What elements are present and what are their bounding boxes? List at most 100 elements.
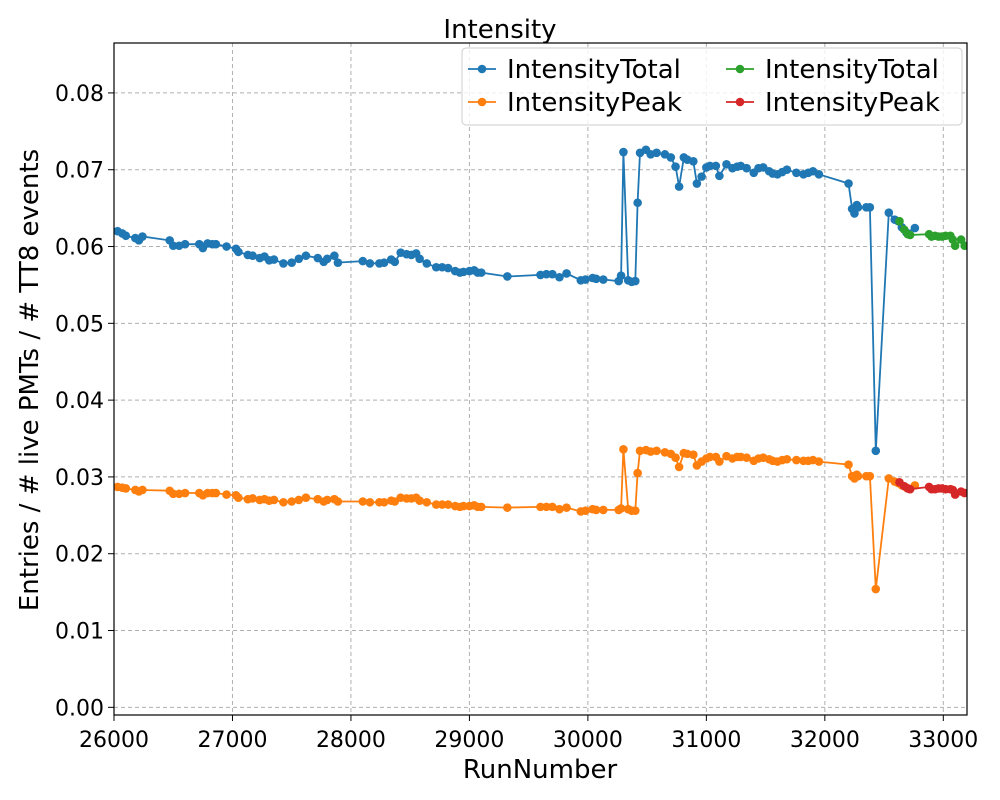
- x-tick-label: 33000: [908, 728, 978, 753]
- data-point: [905, 230, 915, 240]
- data-point: [138, 232, 147, 241]
- x-tick-label: 30000: [553, 728, 623, 753]
- legend-marker: [477, 64, 487, 74]
- x-tick-label: 26000: [79, 728, 149, 753]
- data-point: [333, 258, 343, 267]
- data-point: [705, 161, 715, 171]
- legend-marker: [735, 64, 745, 74]
- data-point: [437, 500, 447, 509]
- data-point: [884, 208, 894, 218]
- y-axis-label: Entries / # live PMTs / # TT8 events: [15, 149, 45, 611]
- data-point: [365, 497, 375, 507]
- data-point: [548, 502, 557, 512]
- data-point: [598, 275, 608, 284]
- data-point: [844, 460, 853, 469]
- x-axis-label: RunNumber: [463, 755, 618, 785]
- plot-frame: [113, 42, 968, 716]
- data-point: [671, 453, 680, 463]
- data-point: [168, 489, 178, 499]
- data-point: [865, 471, 875, 481]
- data-point: [633, 198, 642, 208]
- data-point: [379, 258, 389, 267]
- y-tick-label: 0.06: [55, 236, 104, 261]
- data-point: [630, 506, 640, 516]
- y-tick-label: 0.00: [55, 696, 104, 721]
- data-point: [365, 259, 375, 268]
- legend-label: IntensityTotal: [765, 55, 939, 85]
- data-point: [222, 490, 231, 499]
- data-point: [248, 494, 257, 503]
- data-point: [581, 275, 590, 284]
- chart-title: Intensity: [443, 15, 556, 45]
- data-point: [633, 468, 642, 478]
- data-point: [269, 495, 279, 505]
- data-point: [591, 274, 601, 284]
- x-tick-label: 31000: [671, 728, 741, 753]
- data-point: [548, 269, 557, 279]
- x-tick-label: 27000: [197, 728, 267, 753]
- legend-marker: [477, 97, 487, 107]
- data-point: [705, 452, 715, 462]
- data-point: [619, 444, 628, 454]
- data-point: [689, 450, 698, 459]
- data-point: [431, 500, 441, 509]
- legend-entry: IntensityPeak: [726, 88, 940, 118]
- data-point: [503, 503, 512, 512]
- data-point: [279, 497, 288, 507]
- data-point: [562, 269, 571, 278]
- data-point: [422, 259, 432, 268]
- data-point: [234, 247, 243, 257]
- series-intensitytotal-0: [114, 145, 920, 456]
- data-point: [294, 254, 304, 264]
- data-point: [415, 496, 424, 506]
- data-point: [248, 251, 257, 261]
- data-point: [591, 505, 601, 515]
- y-tick-label: 0.05: [55, 312, 104, 337]
- data-point: [581, 506, 590, 516]
- data-point: [358, 497, 368, 506]
- data-point: [671, 162, 680, 171]
- data-point: [715, 457, 724, 466]
- data-point: [853, 203, 863, 212]
- data-point: [619, 147, 628, 157]
- data-point: [652, 446, 661, 456]
- series-intensitypeak-1: [114, 444, 920, 594]
- data-point: [630, 276, 640, 286]
- data-point: [322, 495, 332, 505]
- legend-entry: IntensityPeak: [468, 88, 682, 118]
- x-tick-label: 28000: [316, 728, 386, 753]
- data-point: [905, 484, 915, 494]
- legend-label: IntensityPeak: [507, 88, 682, 118]
- data-point: [301, 493, 311, 502]
- data-point: [853, 471, 863, 481]
- data-point: [697, 172, 706, 181]
- data-point: [459, 501, 468, 511]
- data-point: [792, 455, 801, 465]
- data-point: [294, 495, 304, 505]
- data-point: [674, 182, 684, 191]
- data-point: [443, 263, 453, 273]
- legend-label: IntensityTotal: [507, 55, 681, 85]
- data-point: [692, 179, 702, 188]
- data-point: [358, 256, 368, 266]
- series-intensitytotal-2: [895, 216, 967, 251]
- y-tick-label: 0.03: [55, 466, 104, 491]
- data-point: [895, 216, 904, 226]
- data-point: [960, 241, 967, 251]
- data-point: [121, 231, 131, 241]
- x-tick-label: 29000: [434, 728, 504, 753]
- data-point: [652, 148, 661, 158]
- y-tick-label: 0.07: [55, 159, 104, 184]
- data-point: [476, 502, 486, 512]
- data-point: [121, 484, 131, 493]
- data-point: [279, 259, 288, 268]
- data-point: [871, 446, 881, 456]
- data-point: [814, 170, 824, 179]
- data-point: [562, 503, 571, 512]
- series-layer: [114, 145, 967, 594]
- data-point: [542, 502, 551, 512]
- data-point: [180, 239, 190, 249]
- data-point: [168, 241, 178, 251]
- data-point: [138, 485, 147, 495]
- data-point: [222, 242, 231, 251]
